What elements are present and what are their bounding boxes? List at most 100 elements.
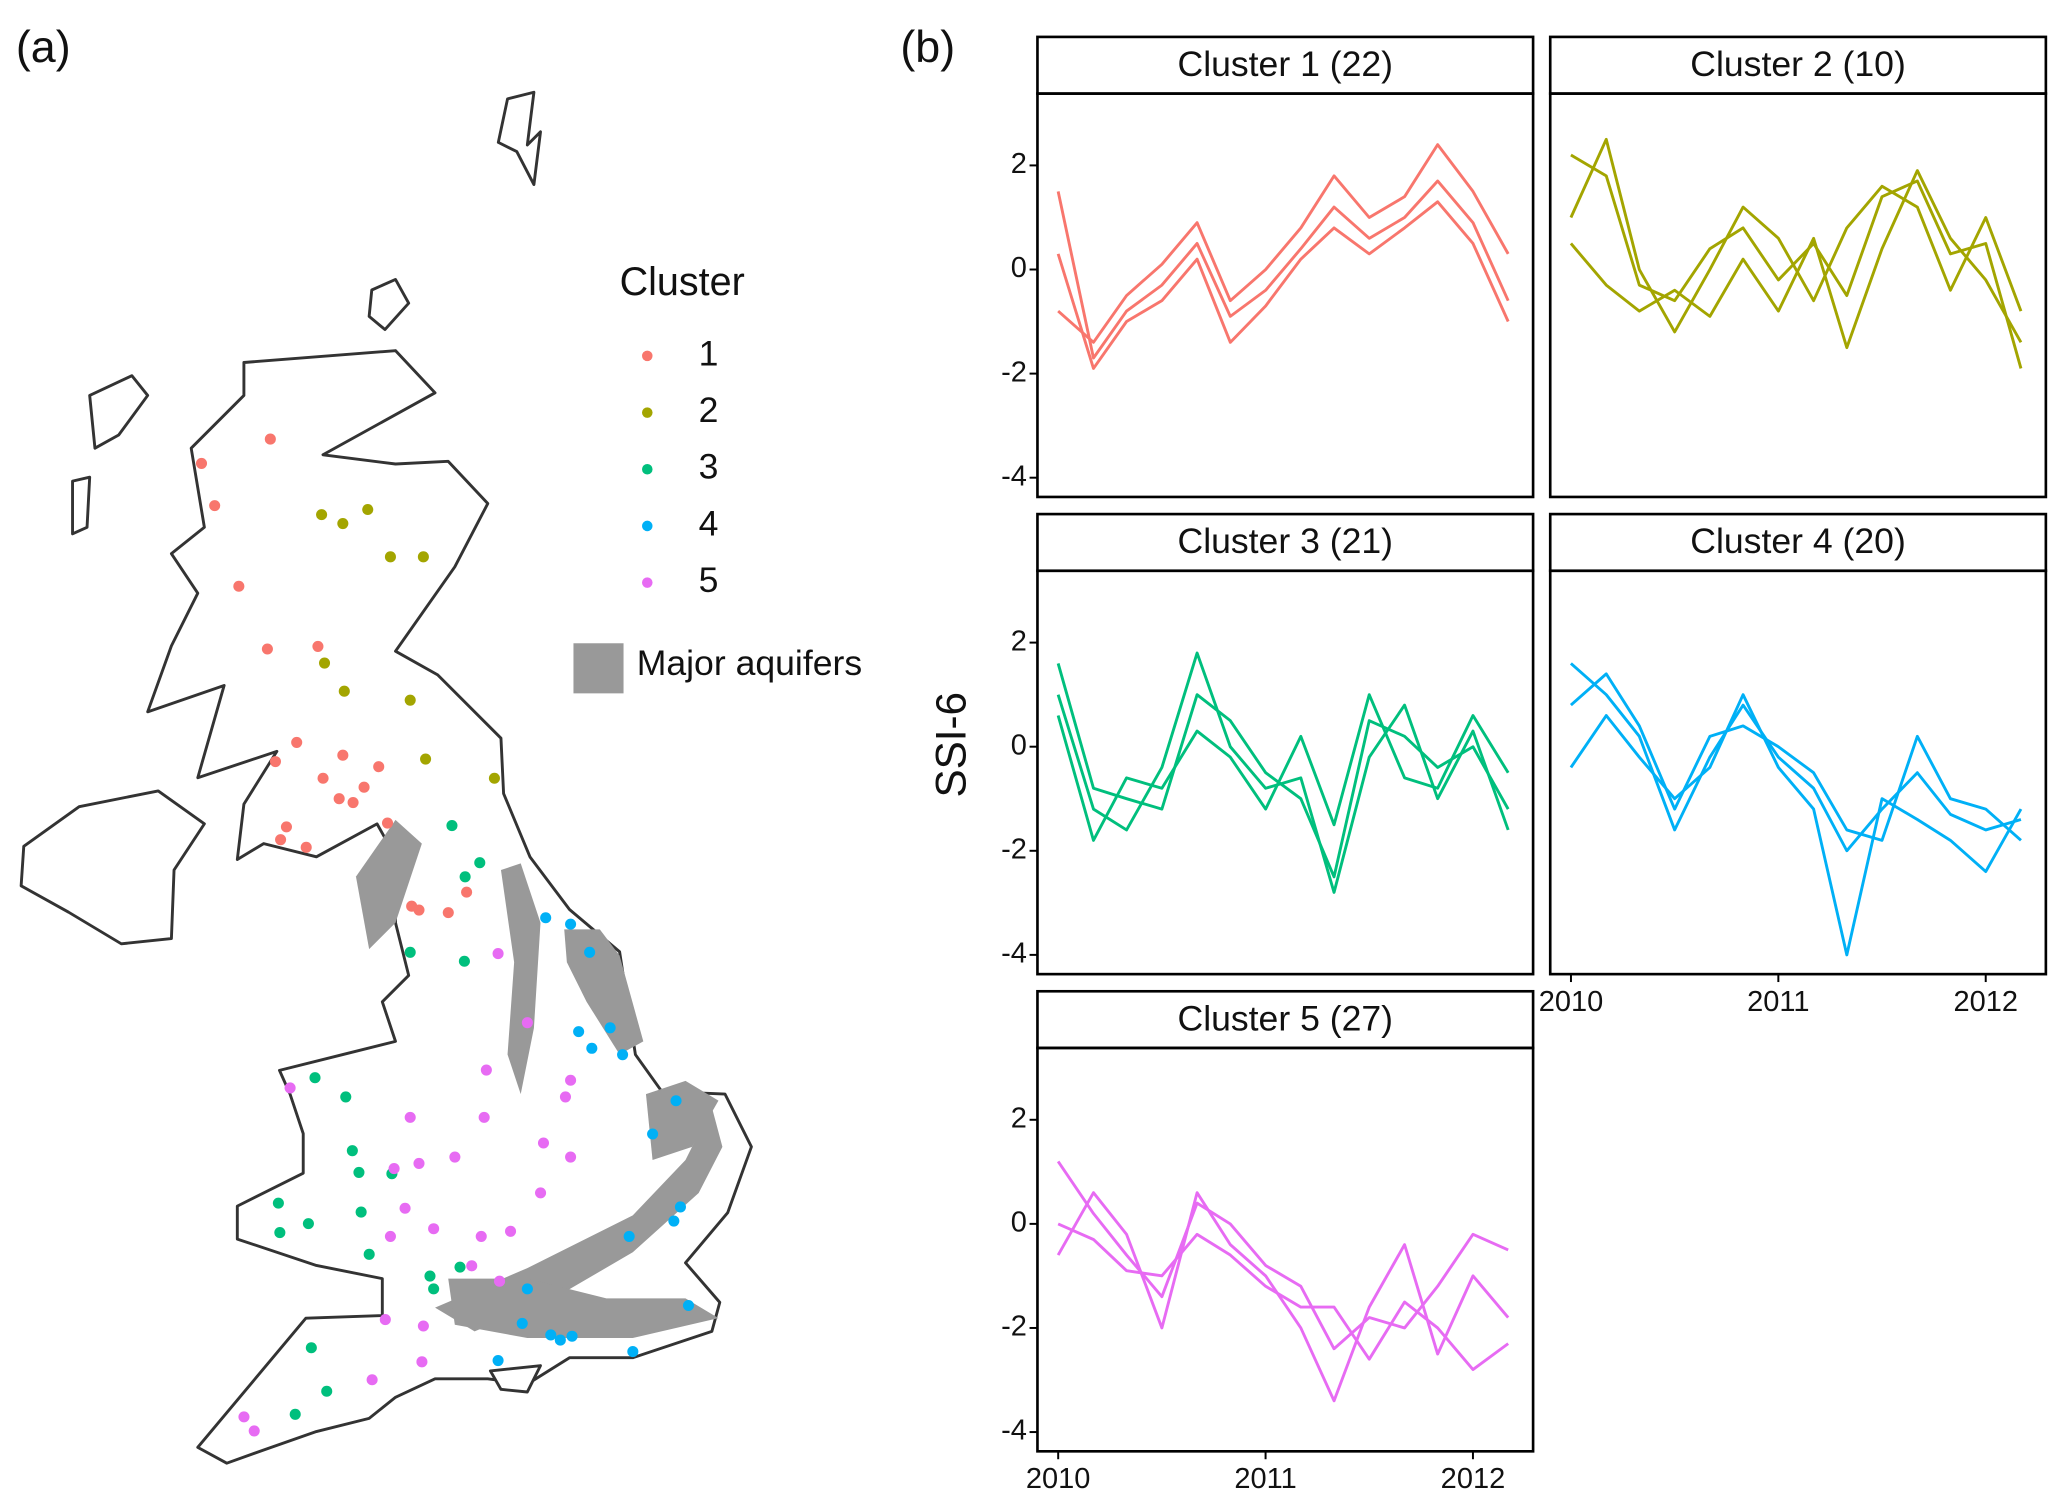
station-point bbox=[573, 1026, 585, 1038]
station-point bbox=[209, 500, 221, 512]
northern-ireland bbox=[19, 789, 206, 946]
station-point bbox=[417, 1320, 429, 1332]
x-tick-label: 2011 bbox=[1747, 986, 1809, 1018]
station-point bbox=[347, 797, 359, 809]
station-point bbox=[302, 1218, 314, 1230]
legend-aquifer-key bbox=[573, 643, 624, 694]
series-line bbox=[1056, 1160, 1509, 1351]
station-point bbox=[565, 1074, 577, 1086]
station-point bbox=[504, 1225, 517, 1237]
station-point bbox=[373, 761, 385, 773]
y-tick-label: -2 bbox=[1001, 833, 1027, 865]
plot-border bbox=[1548, 569, 2048, 976]
legend-label: 1 bbox=[699, 333, 719, 373]
station-point bbox=[459, 871, 471, 883]
station-point bbox=[248, 1425, 260, 1437]
station-point bbox=[674, 1201, 686, 1213]
station-point bbox=[521, 1283, 533, 1295]
station-point bbox=[195, 457, 208, 469]
station-point bbox=[312, 640, 324, 652]
series-line bbox=[1570, 153, 2023, 369]
aquifer bbox=[355, 819, 422, 950]
series-line bbox=[1057, 1222, 1510, 1372]
isle bbox=[496, 90, 542, 186]
station-point bbox=[682, 1299, 695, 1312]
station-point bbox=[280, 821, 292, 833]
facet-title: Cluster 5 (27) bbox=[1178, 998, 1394, 1038]
station-point bbox=[647, 1128, 659, 1140]
series-line bbox=[1569, 662, 2022, 853]
facet-header bbox=[1036, 512, 1535, 573]
y-tick-label: 0 bbox=[1011, 729, 1027, 761]
station-point bbox=[492, 948, 504, 960]
station-point bbox=[494, 1275, 506, 1287]
station-point bbox=[446, 820, 458, 832]
station-point bbox=[300, 841, 312, 853]
y-tick-label: -2 bbox=[1001, 356, 1027, 388]
aquifer bbox=[645, 1080, 719, 1160]
x-tick-label: 2011 bbox=[1234, 1463, 1296, 1495]
facet-title: Cluster 4 (20) bbox=[1690, 521, 1906, 561]
station-point bbox=[355, 1206, 367, 1218]
series-line bbox=[1569, 169, 2023, 350]
station-point bbox=[291, 736, 303, 748]
station-point bbox=[338, 685, 350, 697]
series-line bbox=[1569, 137, 2023, 334]
x-tick-label: 2010 bbox=[1539, 986, 1604, 1018]
station-point bbox=[284, 1082, 296, 1094]
plot-border bbox=[1036, 1046, 1535, 1453]
plot-border bbox=[1036, 92, 1535, 499]
station-point bbox=[366, 1374, 378, 1386]
station-point bbox=[337, 518, 349, 530]
station-point bbox=[475, 1230, 487, 1242]
station-point bbox=[309, 1072, 321, 1084]
station-point bbox=[461, 886, 473, 898]
y-tick-label: -4 bbox=[1001, 938, 1027, 970]
facet-title: Cluster 1 (22) bbox=[1178, 44, 1394, 84]
station-point bbox=[545, 1329, 557, 1341]
station-point bbox=[492, 1355, 504, 1367]
y-tick-label: 2 bbox=[1011, 625, 1027, 657]
station-point bbox=[318, 657, 331, 669]
legend-label: Major aquifers bbox=[637, 643, 862, 683]
legend-title: Cluster bbox=[620, 260, 745, 304]
station-point bbox=[275, 834, 287, 846]
station-point bbox=[333, 793, 345, 805]
panel-label: (a) bbox=[16, 22, 71, 72]
y-tick-label: 0 bbox=[1011, 252, 1027, 284]
series-line bbox=[1056, 200, 1510, 370]
aquifer bbox=[564, 929, 644, 1055]
series-line bbox=[1569, 693, 2023, 957]
aquifers bbox=[355, 819, 723, 1338]
station-point bbox=[466, 1260, 478, 1272]
legend-label: 4 bbox=[699, 503, 719, 543]
station-point bbox=[584, 946, 596, 958]
station-point bbox=[540, 912, 552, 924]
station-point bbox=[565, 1151, 577, 1163]
station-point bbox=[586, 1042, 598, 1054]
station-point bbox=[399, 1202, 411, 1214]
station-point bbox=[521, 1017, 533, 1029]
aquifer bbox=[500, 863, 541, 1095]
station-point bbox=[305, 1342, 317, 1354]
station-point bbox=[537, 1137, 550, 1149]
legend-marker bbox=[642, 350, 653, 362]
aquifer bbox=[448, 1278, 719, 1338]
station-point bbox=[404, 1111, 416, 1123]
facet-title: Cluster 2 (10) bbox=[1690, 44, 1906, 84]
station-point bbox=[442, 907, 454, 919]
station-point bbox=[604, 1022, 616, 1034]
series-line bbox=[1056, 179, 1510, 360]
station-point bbox=[264, 433, 276, 445]
station-point bbox=[428, 1283, 440, 1295]
facet-header bbox=[1548, 35, 2048, 95]
station-point bbox=[554, 1334, 566, 1346]
station-point bbox=[566, 1330, 578, 1342]
station-point bbox=[384, 551, 396, 563]
isle bbox=[88, 374, 150, 450]
station-point bbox=[381, 817, 394, 829]
legend-marker bbox=[642, 464, 653, 475]
station-point bbox=[269, 756, 281, 768]
station-point bbox=[379, 1314, 391, 1326]
